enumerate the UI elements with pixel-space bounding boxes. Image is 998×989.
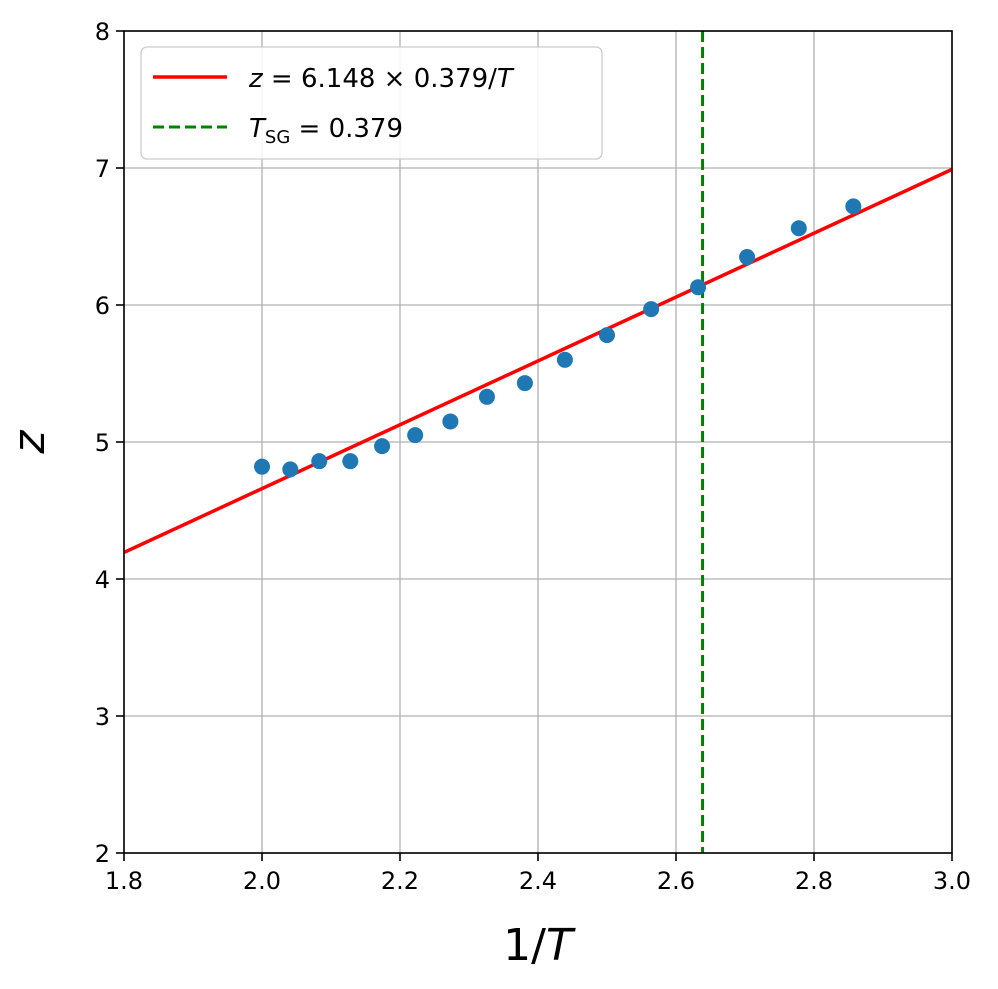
- legend-fit-line-label: z = 6.148 × 0.379/T: [248, 64, 515, 94]
- x-axis-label-num: 1/: [503, 920, 546, 971]
- legend-fit-rhs: = 6.148 × 0.379/: [263, 64, 497, 94]
- y-tick-label: 2: [95, 840, 110, 868]
- x-axis-label: 1/T: [503, 920, 576, 971]
- data-point: [739, 249, 756, 266]
- plot-series: [123, 31, 953, 853]
- y-tick-label: 6: [95, 292, 110, 320]
- legend-box: [140, 46, 603, 160]
- y-axis-label: z: [4, 430, 55, 455]
- data-point: [442, 413, 459, 430]
- legend-fit-denom: T: [497, 64, 515, 94]
- legend-vline-rhs: = 0.379: [290, 114, 403, 144]
- x-tick-label: 2.6: [657, 867, 695, 895]
- x-tick-label: 3.0: [933, 867, 971, 895]
- legend-fit-var: z: [248, 64, 264, 94]
- y-tick-label: 8: [95, 18, 110, 46]
- legend: z = 6.148 × 0.379/T TSG = 0.379: [140, 46, 603, 160]
- x-tick-label: 1.8: [105, 867, 143, 895]
- x-tick-label: 2.8: [795, 867, 833, 895]
- axis-ticks: 1.8 2.0 2.2 2.4 2.6 2.8 3.0 2 3 4 5 6 7 8: [95, 18, 971, 895]
- data-point: [690, 279, 707, 296]
- data-point: [478, 388, 495, 405]
- x-tick-label: 2.0: [243, 867, 281, 895]
- fit-line: [123, 167, 953, 555]
- y-tick-label: 7: [95, 155, 110, 183]
- y-tick-label: 4: [95, 566, 110, 594]
- data-point: [643, 301, 660, 318]
- legend-vline-sub: SG: [265, 127, 290, 148]
- data-point: [311, 453, 328, 470]
- data-point: [599, 327, 615, 344]
- data-point: [374, 438, 391, 455]
- data-point: [790, 220, 807, 237]
- data-point: [845, 198, 862, 215]
- legend-vline-var: T: [249, 114, 267, 144]
- x-tick-label: 2.2: [381, 867, 419, 895]
- data-point: [516, 375, 533, 392]
- data-point: [407, 427, 424, 444]
- legend-vline-label: TSG = 0.379: [249, 114, 403, 148]
- x-tick-label: 2.4: [519, 867, 557, 895]
- data-point: [556, 351, 573, 368]
- data-point: [282, 461, 299, 478]
- y-tick-label: 5: [95, 429, 110, 457]
- data-point: [254, 458, 270, 475]
- y-tick-label: 3: [95, 703, 110, 731]
- data-point: [342, 453, 359, 470]
- x-axis-label-var: T: [546, 920, 576, 971]
